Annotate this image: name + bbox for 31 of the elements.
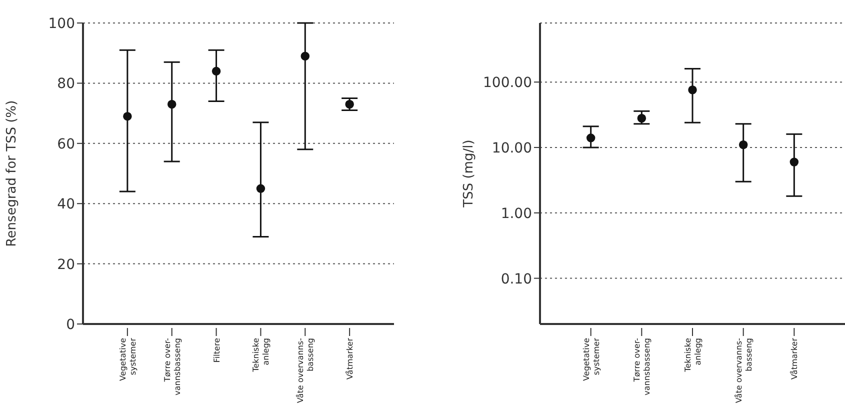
y-tick-label: 80: [57, 76, 75, 92]
y-tick-label: 0.10: [500, 271, 532, 288]
x-tick-label: Våtmarker: [344, 337, 355, 380]
y-tick-label: 10.00: [492, 140, 532, 156]
x-tick-label: Vegetative systemer: [118, 337, 138, 381]
point: [637, 114, 646, 123]
y-tick-label: 1.00: [500, 206, 532, 222]
y-tick-label: 40: [57, 196, 75, 213]
point: [123, 112, 132, 121]
point: [300, 52, 310, 60]
y-tick-label: 100: [48, 16, 75, 32]
point: [345, 100, 354, 109]
point: [256, 184, 266, 193]
point: [586, 134, 596, 142]
y-tick-label: 0: [66, 316, 75, 333]
x-tick-label: Filtere: [212, 338, 222, 363]
x-tick-label: Tekniske anlegg: [252, 338, 271, 373]
point: [688, 86, 697, 94]
y-tick-label: 100.00: [483, 75, 532, 92]
point: [790, 158, 799, 166]
point: [167, 100, 176, 109]
x-tick-label: Tekniske anlegg: [684, 338, 702, 373]
y-tick-label: 20: [57, 256, 75, 273]
y-axis-title: TSS (mg/l): [462, 140, 477, 208]
y-axis-title: Rensegrad for TSS (%): [4, 100, 20, 247]
y-tick-label: 60: [57, 136, 75, 152]
x-tick-label: Våtmarker: [789, 337, 800, 380]
x-tick-label: Våte overvanns- basseng: [733, 338, 754, 404]
point: [212, 66, 221, 76]
x-tick-label: Vegetative systemer: [582, 337, 601, 381]
point: [738, 140, 748, 150]
